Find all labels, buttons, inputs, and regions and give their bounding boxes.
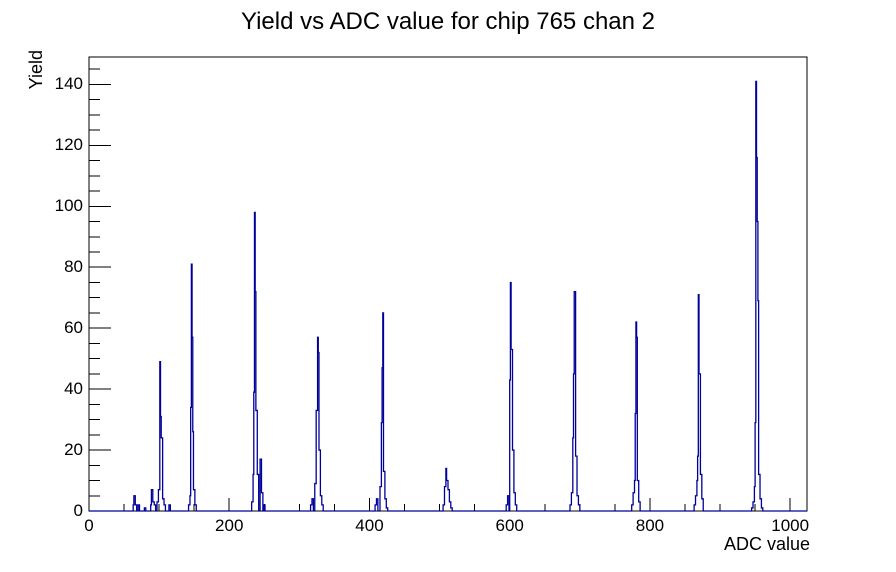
- x-tick-label: 800: [635, 516, 665, 535]
- x-tick-label: 1000: [771, 516, 810, 535]
- x-tick-label: 0: [84, 516, 94, 535]
- x-tick-label: 200: [215, 516, 244, 535]
- x-axis-title: ADC value: [723, 534, 810, 554]
- y-tick-label: 40: [64, 379, 83, 399]
- y-tick-label: 140: [54, 74, 83, 94]
- y-tick-label: 80: [64, 257, 83, 277]
- x-tick-label: 400: [355, 516, 384, 535]
- y-tick-label: 100: [54, 196, 83, 216]
- y-tick-label: 60: [64, 318, 83, 338]
- plot-frame: [88, 56, 808, 512]
- histogram-line: [89, 80, 807, 512]
- y-tick-label: 120: [54, 135, 83, 155]
- x-tick-label: 600: [495, 516, 524, 535]
- y-tick-label: 20: [64, 440, 83, 460]
- y-tick-label: 0: [73, 501, 83, 520]
- chart-title: Yield vs ADC value for chip 765 chan 2: [240, 8, 655, 35]
